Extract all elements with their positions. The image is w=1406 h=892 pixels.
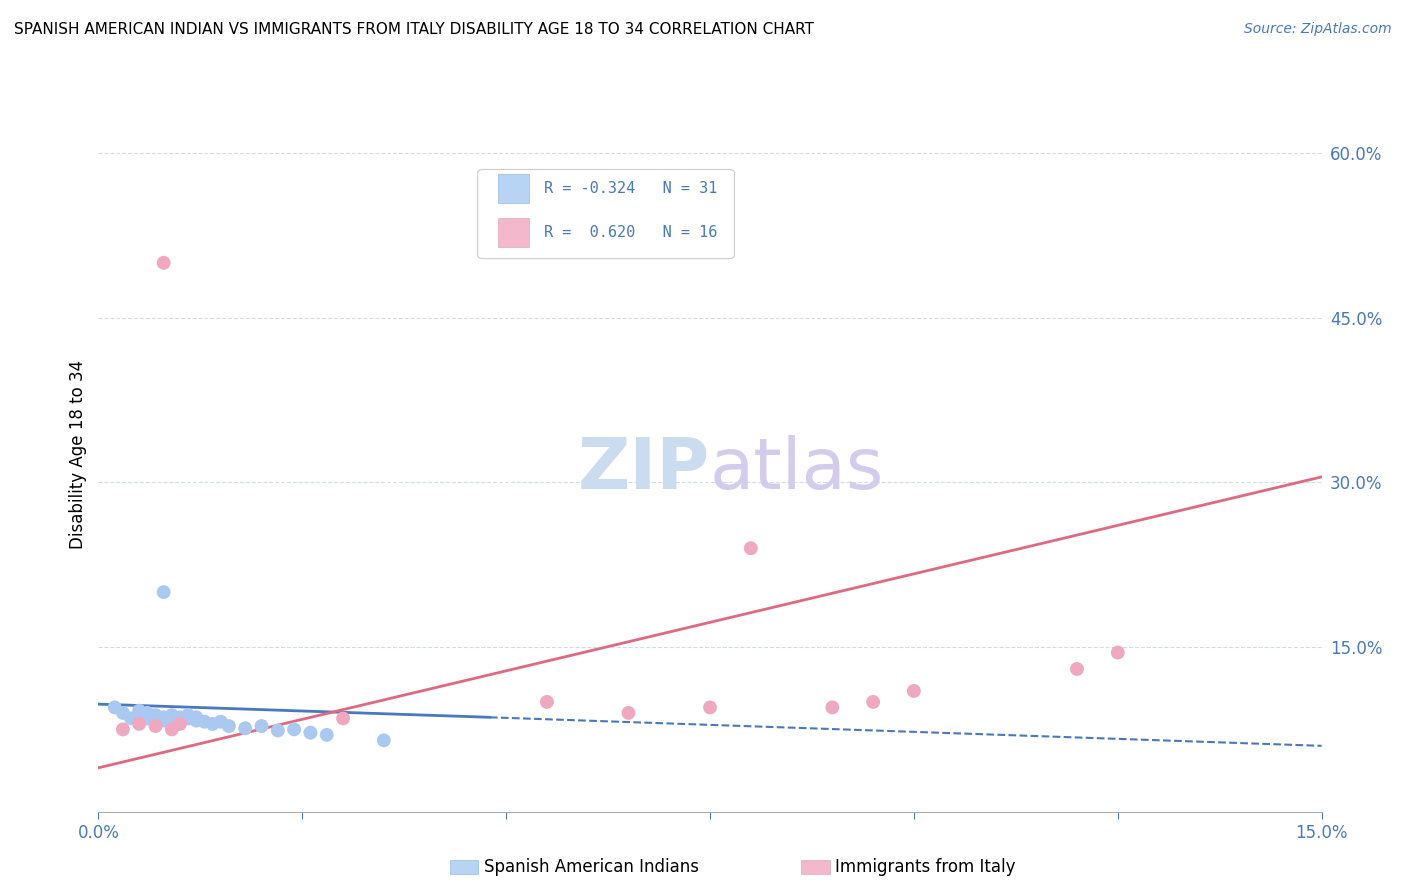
Point [160,708,183,723]
Point [1066,662,1088,676]
Point [193,714,215,729]
Text: Source: ZipAtlas.com: Source: ZipAtlas.com [1244,22,1392,37]
Text: R =  0.620   N = 16: R = 0.620 N = 16 [544,225,717,240]
Point [903,684,925,698]
Point [136,711,159,725]
Point [169,717,191,731]
Point [699,700,721,714]
Point [332,711,354,725]
Point [145,719,167,733]
Point [1107,646,1129,660]
Point [104,700,127,714]
Point [821,700,844,714]
Point [128,708,150,723]
Point [209,714,232,729]
Text: Immigrants from Italy: Immigrants from Italy [835,858,1015,876]
Point [145,708,167,723]
Point [740,541,762,556]
Point [201,717,224,731]
Text: R = -0.324   N = 31: R = -0.324 N = 31 [544,181,717,196]
Point [128,704,150,718]
Point [250,719,273,733]
Bar [498,175,529,203]
Point [267,723,290,738]
Point [145,714,167,729]
Point [373,733,395,747]
Point [283,723,305,737]
Point [160,723,183,737]
Point [315,728,337,742]
Y-axis label: Disability Age 18 to 34: Disability Age 18 to 34 [69,360,87,549]
Point [186,710,208,724]
Point [152,256,174,270]
Point [152,710,174,724]
Point [136,706,159,720]
Point [186,714,208,728]
FancyBboxPatch shape [478,169,734,259]
Point [862,695,884,709]
Text: atlas: atlas [710,434,884,504]
Text: SPANISH AMERICAN INDIAN VS IMMIGRANTS FROM ITALY DISABILITY AGE 18 TO 34 CORRELA: SPANISH AMERICAN INDIAN VS IMMIGRANTS FR… [14,22,814,37]
Point [169,710,191,724]
Point [169,714,191,729]
Text: ZIP: ZIP [578,434,710,504]
Point [299,725,322,739]
Text: Spanish American Indians: Spanish American Indians [484,858,699,876]
Point [617,706,640,720]
Point [152,585,174,599]
Point [111,706,134,720]
Point [128,717,150,731]
Point [536,695,558,709]
Point [218,719,240,733]
Point [111,723,134,737]
Point [120,711,142,725]
Point [160,713,183,727]
Point [152,714,174,728]
Bar [498,218,529,246]
Point [233,721,256,735]
Point [177,711,200,725]
Point [177,708,200,723]
